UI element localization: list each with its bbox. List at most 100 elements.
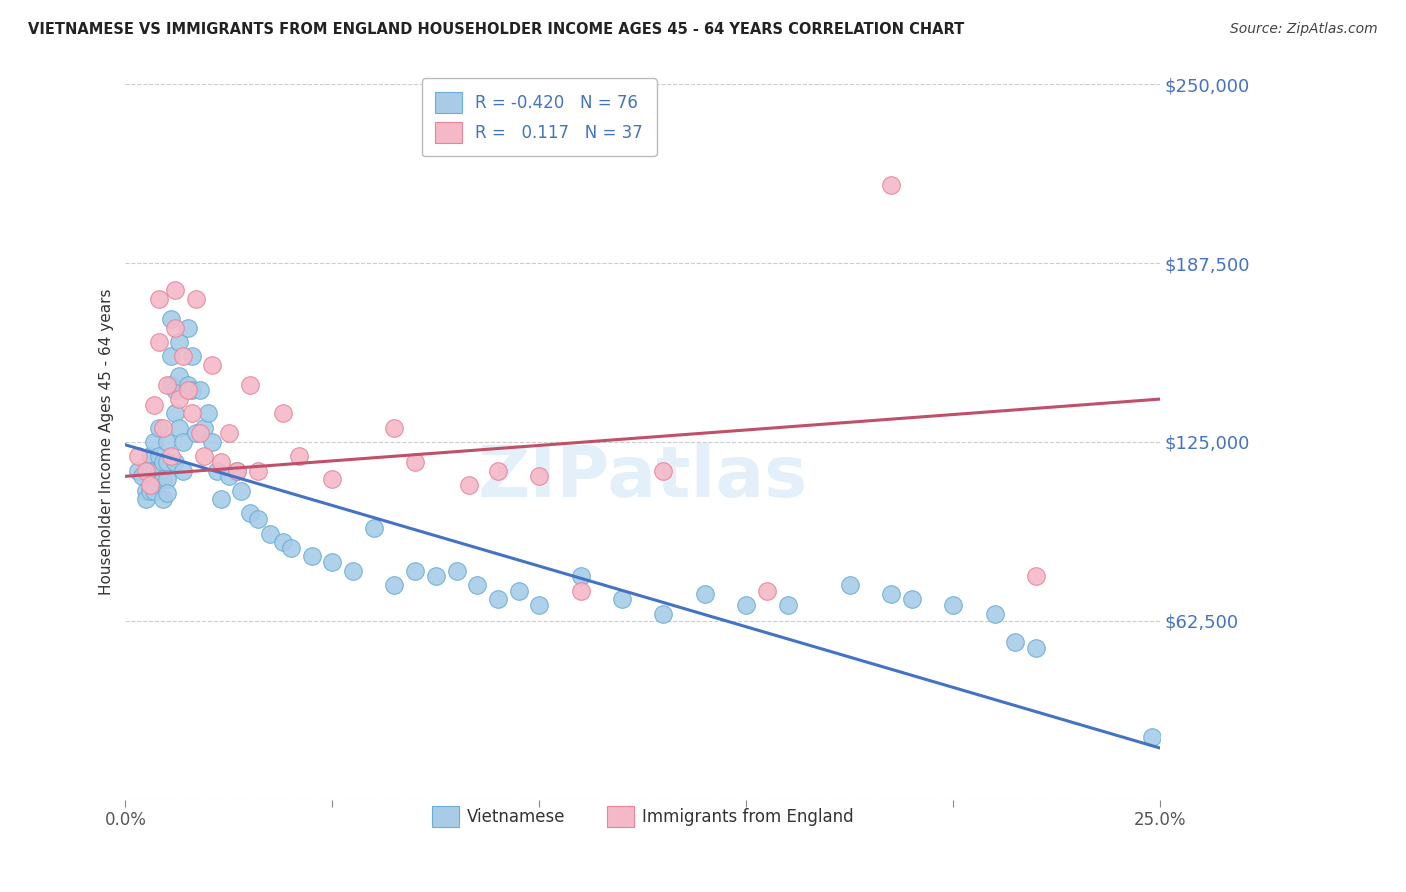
Point [1004,635,1026,649]
Point [148,292,170,306]
Point [301,549,323,564]
Point [127,464,149,478]
Text: Source: ZipAtlas.com: Source: ZipAtlas.com [1230,22,1378,37]
Point [425,569,447,583]
Point [458,478,481,492]
Point [169,369,191,384]
Point [610,592,633,607]
Point [1025,569,1047,583]
Point [139,464,162,478]
Point [160,312,183,326]
Point [259,526,281,541]
Point [218,426,240,441]
Point [446,564,468,578]
Point [180,349,202,363]
Point [239,377,262,392]
Point [193,450,215,464]
Point [271,535,294,549]
Point [156,377,179,392]
Point [363,521,385,535]
Point [169,420,191,434]
Point [218,469,240,483]
Point [143,464,166,478]
Point [165,284,187,298]
Point [384,578,406,592]
Point [160,349,183,363]
Point [271,406,294,420]
Point [127,450,149,464]
Point [143,483,166,498]
Point [148,450,170,464]
Point [226,464,249,478]
Point [156,472,179,486]
Point [231,483,253,498]
Point [193,420,215,434]
Legend: Vietnamese, Immigrants from England: Vietnamese, Immigrants from England [425,799,860,834]
Point [652,607,675,621]
Point [135,464,157,478]
Point [486,592,509,607]
Point [143,434,166,449]
Point [165,455,187,469]
Point [188,426,211,441]
Point [735,598,758,612]
Point [160,450,183,464]
Point [160,377,183,392]
Point [152,472,174,486]
Point [156,434,179,449]
Point [135,492,157,507]
Point [152,420,174,434]
Point [226,464,249,478]
Point [246,464,269,478]
Point [139,450,162,464]
Y-axis label: Householder Income Ages 45 - 64 years: Householder Income Ages 45 - 64 years [100,289,114,595]
Point [139,478,162,492]
Point [486,464,509,478]
Point [205,464,228,478]
Point [280,541,302,555]
Point [652,464,675,478]
Point [321,472,343,486]
Point [135,483,157,498]
Point [180,406,202,420]
Point [172,434,194,449]
Point [508,583,530,598]
Point [465,578,488,592]
Point [288,450,311,464]
Point [321,555,343,569]
Point [172,349,194,363]
Point [165,384,187,398]
Point [169,334,191,349]
Point [942,598,965,612]
Point [152,455,174,469]
Point [529,469,551,483]
Point [131,469,153,483]
Point [180,384,202,398]
Point [900,592,922,607]
Point [209,492,232,507]
Point [755,583,778,598]
Point [529,598,551,612]
Point [172,464,194,478]
Point [983,607,1005,621]
Text: ZIPatlas: ZIPatlas [478,443,808,512]
Point [139,483,162,498]
Point [156,486,179,500]
Point [176,384,198,398]
Point [184,292,207,306]
Point [201,434,224,449]
Point [880,586,903,600]
Point [1025,640,1047,655]
Point [148,334,170,349]
Point [569,569,592,583]
Point [209,455,232,469]
Point [148,420,170,434]
Point [342,564,364,578]
Point [246,512,269,526]
Point [156,455,179,469]
Point [165,406,187,420]
Text: VIETNAMESE VS IMMIGRANTS FROM ENGLAND HOUSEHOLDER INCOME AGES 45 - 64 YEARS CORR: VIETNAMESE VS IMMIGRANTS FROM ENGLAND HO… [28,22,965,37]
Point [776,598,799,612]
Point [188,384,211,398]
Point [1140,730,1163,744]
